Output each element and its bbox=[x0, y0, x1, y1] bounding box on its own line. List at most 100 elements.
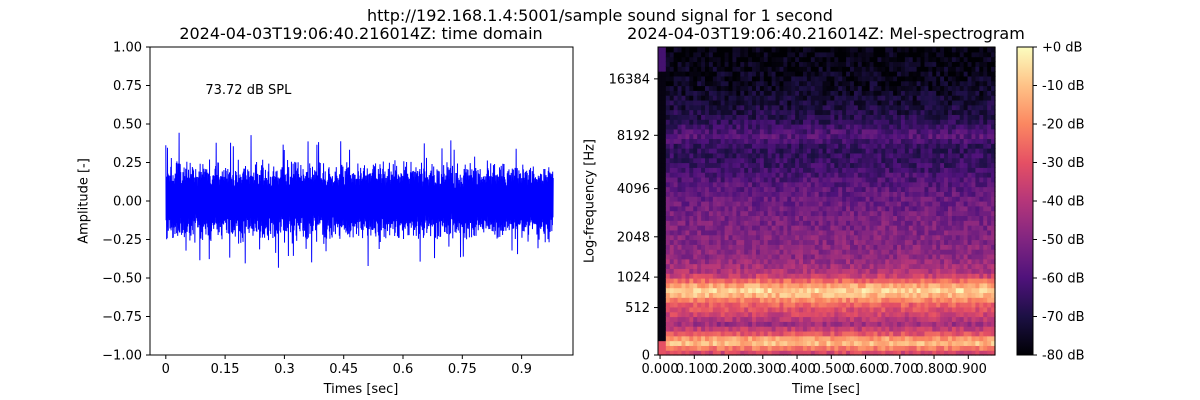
spectrogram-cell bbox=[947, 109, 953, 115]
spectrogram-cell bbox=[658, 143, 663, 149]
spectrogram-cell bbox=[881, 133, 886, 140]
spectrogram-cell bbox=[712, 258, 718, 265]
spectrogram-cell bbox=[755, 234, 761, 241]
spectrogram-cell bbox=[775, 340, 781, 346]
spectrogram-cell bbox=[744, 220, 749, 226]
spectrogram-cell bbox=[658, 181, 663, 188]
spectrogram-cell bbox=[658, 229, 663, 236]
spectrogram-cell bbox=[846, 335, 851, 342]
spectrogram-cell bbox=[822, 215, 828, 221]
spectrogram-cell bbox=[936, 47, 941, 53]
spectrogram-cell bbox=[689, 124, 694, 130]
spectrogram-cell bbox=[705, 297, 710, 303]
spectrogram-cell bbox=[924, 56, 929, 63]
spectrogram-cell bbox=[869, 306, 875, 313]
spectrogram-cell bbox=[814, 292, 820, 298]
spectrogram-cell bbox=[791, 225, 796, 231]
spectrogram-cell bbox=[693, 95, 698, 101]
spectrogram-cell bbox=[885, 61, 890, 67]
spectrogram-cell bbox=[865, 326, 871, 332]
spectrogram-cell bbox=[830, 99, 835, 106]
spectrogram-cell bbox=[720, 205, 726, 212]
spectrogram-cell bbox=[846, 253, 851, 260]
spectrogram-cell bbox=[893, 249, 898, 255]
spectrogram-cell bbox=[857, 330, 863, 337]
spectrogram-cell bbox=[783, 109, 788, 115]
spectrogram-cell bbox=[853, 157, 859, 164]
spectrogram-cell bbox=[673, 215, 679, 221]
spectrogram-cell bbox=[720, 263, 726, 269]
spectrogram-cell bbox=[928, 292, 933, 298]
spectrogram-cell bbox=[744, 225, 749, 231]
spectrogram-cell bbox=[740, 258, 745, 265]
spectrogram-cell bbox=[724, 186, 730, 192]
spectrogram-cell bbox=[834, 56, 839, 63]
spectrogram-cell bbox=[920, 128, 926, 135]
spectrogram-cell bbox=[838, 99, 843, 106]
spectrogram-cell bbox=[795, 80, 800, 87]
spectrogram-cell bbox=[818, 263, 824, 269]
spectrogram-cell bbox=[869, 191, 875, 197]
spectrogram-cell bbox=[755, 148, 761, 154]
spectrogram-cell bbox=[795, 114, 800, 120]
spectrogram-cell bbox=[810, 104, 816, 111]
spectrogram-cell bbox=[842, 75, 847, 82]
spectrogram-cell bbox=[759, 201, 765, 207]
spectrogram-cell bbox=[665, 80, 671, 87]
spectrogram-cell bbox=[885, 95, 890, 101]
spectrogram-cell bbox=[830, 162, 835, 168]
spectrogram-cell bbox=[701, 85, 706, 91]
spectrogram-cell bbox=[736, 302, 741, 308]
spectrogram-cell bbox=[869, 157, 875, 164]
spectrogram-cell bbox=[697, 66, 702, 72]
spectrogram-cell bbox=[838, 114, 843, 120]
spectrogram-cell bbox=[920, 80, 926, 87]
spectrogram-cell bbox=[744, 104, 749, 111]
spectrogram-cell bbox=[877, 186, 882, 192]
spectrogram-cell bbox=[665, 124, 671, 130]
spectrogram-cell bbox=[665, 345, 671, 351]
spectrogram-cell bbox=[755, 350, 761, 356]
spectrogram-cell bbox=[755, 316, 761, 322]
spectrogram-cell bbox=[708, 66, 714, 72]
spectrogram-cell bbox=[681, 258, 687, 265]
spectrogram-cell bbox=[763, 302, 769, 308]
spectrogram-cell bbox=[744, 133, 749, 140]
spectrogram-cell bbox=[826, 316, 832, 322]
spectrogram-cell bbox=[944, 124, 949, 130]
spectrogram-cell bbox=[771, 90, 777, 96]
spectrogram-cell bbox=[759, 340, 765, 346]
spectrogram-cell bbox=[947, 66, 953, 72]
spectrogram-cell bbox=[853, 263, 859, 269]
spectrogram-cell bbox=[763, 201, 769, 207]
spectrogram-cell bbox=[697, 148, 702, 154]
spectrogram-cell bbox=[767, 66, 773, 72]
spectrogram-cell bbox=[661, 268, 667, 274]
spectrogram-cell bbox=[685, 119, 690, 125]
spectrogram-cell bbox=[795, 51, 800, 58]
spectrogram-cell bbox=[900, 215, 906, 221]
spectrogram-cell bbox=[755, 138, 761, 144]
spectrogram-cell bbox=[881, 152, 886, 159]
spectrogram-cell bbox=[771, 239, 777, 245]
spectrogram-cell bbox=[712, 335, 718, 342]
spectrogram-cell bbox=[689, 278, 694, 284]
spectrogram-cell bbox=[928, 133, 933, 140]
spectrogram-cell bbox=[806, 148, 812, 154]
spectrogram-cell bbox=[853, 186, 859, 192]
spectrogram-cell bbox=[889, 297, 894, 303]
spectrogram-cell bbox=[932, 253, 937, 260]
spectrogram-cell bbox=[740, 128, 745, 135]
spectrogram-cell bbox=[771, 124, 777, 130]
spectrogram-cell bbox=[755, 119, 761, 125]
spectrogram-cell bbox=[701, 95, 706, 101]
spectrogram-cell bbox=[920, 114, 926, 120]
spectrogram-cell bbox=[904, 345, 910, 351]
spectrogram-cell bbox=[940, 220, 945, 226]
spectrogram-cell bbox=[885, 350, 890, 356]
spectrogram-cell bbox=[916, 186, 922, 192]
spectrogram-cell bbox=[767, 350, 773, 356]
spectrogram-cell bbox=[865, 330, 871, 337]
spectrogram-cell bbox=[873, 201, 879, 207]
spectrogram-cell bbox=[795, 292, 800, 298]
